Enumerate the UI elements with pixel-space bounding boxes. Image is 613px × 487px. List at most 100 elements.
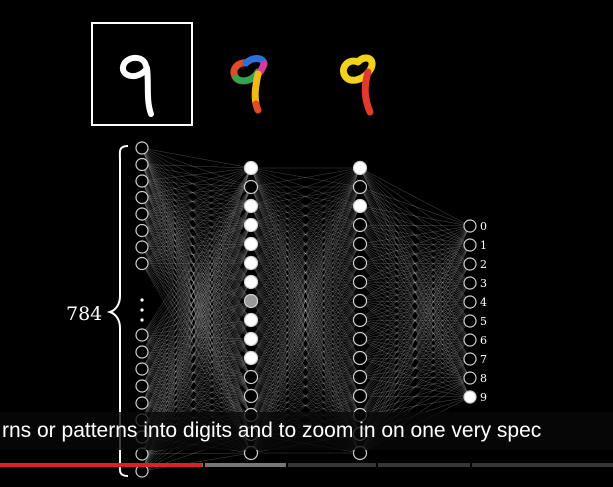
network-edge bbox=[141, 167, 252, 248]
network-edge bbox=[141, 224, 252, 404]
network-edge bbox=[141, 147, 252, 245]
network-edge bbox=[141, 205, 252, 370]
network-edge bbox=[141, 319, 252, 404]
network-edge bbox=[359, 225, 471, 378]
network-edge bbox=[141, 164, 252, 226]
network-edge bbox=[141, 164, 252, 397]
network-edge bbox=[141, 262, 252, 370]
hidden-layer-2-neuron bbox=[352, 369, 368, 385]
network-edge bbox=[141, 186, 252, 248]
network-edge bbox=[141, 147, 252, 302]
network-edge bbox=[250, 167, 361, 302]
network-edge bbox=[141, 243, 252, 421]
network-edge bbox=[141, 164, 252, 321]
network-edge bbox=[141, 243, 252, 404]
network-edge bbox=[141, 186, 252, 336]
network-edge bbox=[141, 300, 252, 353]
input-layer-brace bbox=[106, 145, 129, 477]
hidden-layer-1-neuron bbox=[243, 198, 259, 214]
network-edge bbox=[141, 167, 252, 336]
network-edge bbox=[359, 225, 471, 397]
output-digit-label: 8 bbox=[480, 372, 487, 385]
network-edge bbox=[250, 167, 361, 378]
output-digit-label: 6 bbox=[480, 334, 487, 347]
network-edge bbox=[359, 186, 471, 227]
hidden-layer-2-neuron bbox=[352, 160, 368, 176]
hidden-layer-2-neuron bbox=[352, 198, 368, 214]
output-neuron bbox=[463, 238, 477, 252]
network-edge bbox=[141, 300, 252, 387]
hidden-layer-1-neuron bbox=[243, 388, 259, 404]
network-edge bbox=[141, 164, 252, 302]
network-edge bbox=[141, 281, 252, 370]
video-progress-bar[interactable] bbox=[0, 463, 613, 467]
network-edge bbox=[141, 281, 252, 353]
network-edge bbox=[359, 225, 471, 245]
network-edge bbox=[141, 167, 252, 215]
network-edge bbox=[141, 186, 252, 231]
network-edge bbox=[141, 319, 252, 421]
network-edge bbox=[141, 147, 252, 321]
network-edge bbox=[250, 167, 361, 283]
hidden-layer-2-neuron bbox=[352, 217, 368, 233]
input-neuron bbox=[135, 328, 149, 342]
network-edge bbox=[141, 319, 252, 353]
network-edge bbox=[141, 224, 252, 336]
network-edge bbox=[141, 186, 252, 264]
network-edge bbox=[250, 167, 361, 245]
network-edge bbox=[141, 186, 252, 353]
network-edge bbox=[141, 205, 252, 421]
multicolor-nine-icon bbox=[230, 55, 268, 114]
network-edge bbox=[141, 262, 252, 404]
network-edge bbox=[359, 225, 471, 283]
chapter-marker bbox=[376, 463, 378, 467]
network-edge bbox=[141, 147, 252, 283]
hidden-layer-2-neuron bbox=[352, 331, 368, 347]
network-edge bbox=[141, 164, 252, 188]
input-neuron bbox=[135, 345, 149, 359]
output-digit-label: 3 bbox=[480, 277, 487, 290]
network-edge bbox=[141, 281, 252, 438]
network-edge bbox=[250, 167, 361, 340]
network-edge bbox=[141, 452, 252, 455]
network-edge bbox=[359, 225, 471, 302]
network-edge bbox=[250, 167, 361, 207]
network-edge bbox=[141, 452, 252, 472]
network-edge bbox=[359, 205, 471, 227]
network-edge bbox=[141, 224, 252, 421]
hidden-layer-2-neuron bbox=[352, 312, 368, 328]
network-edge bbox=[141, 186, 252, 387]
hidden-layer-2-neuron bbox=[352, 293, 368, 309]
network-edge bbox=[141, 262, 252, 336]
input-neuron bbox=[135, 174, 149, 188]
network-edge bbox=[141, 180, 252, 245]
network-edge bbox=[141, 262, 252, 264]
output-neuron bbox=[463, 314, 477, 328]
hidden-layer-1-neuron bbox=[243, 369, 259, 385]
chapter-marker bbox=[203, 463, 205, 467]
subtitle-caption-bar: rns or patterns into digits and to zoom … bbox=[0, 412, 613, 450]
network-edge bbox=[359, 167, 471, 227]
hidden-layer-2-neuron bbox=[352, 350, 368, 366]
digit-nine-thumbnail bbox=[119, 54, 154, 117]
output-digit-label: 1 bbox=[480, 239, 487, 252]
output-neuron bbox=[463, 295, 477, 309]
output-digit-label: 7 bbox=[480, 353, 487, 366]
input-layer-ellipsis bbox=[140, 298, 144, 322]
network-edge bbox=[141, 167, 252, 370]
network-edge bbox=[250, 167, 361, 454]
network-edge bbox=[141, 186, 252, 455]
hidden-layer-2-neuron bbox=[352, 274, 368, 290]
network-edge bbox=[141, 164, 252, 264]
network-edge bbox=[141, 300, 252, 336]
hidden-layer-1-neuron bbox=[243, 255, 259, 271]
network-edge bbox=[141, 147, 252, 207]
subtitle-caption-text: rns or patterns into digits and to zoom … bbox=[2, 419, 542, 442]
output-neuron bbox=[463, 219, 477, 233]
network-edge bbox=[141, 167, 252, 438]
output-neuron bbox=[463, 352, 477, 366]
network-edge bbox=[250, 167, 361, 321]
network-edge bbox=[141, 262, 252, 438]
hidden-layer-1-neuron bbox=[243, 236, 259, 252]
network-edge bbox=[141, 167, 252, 264]
